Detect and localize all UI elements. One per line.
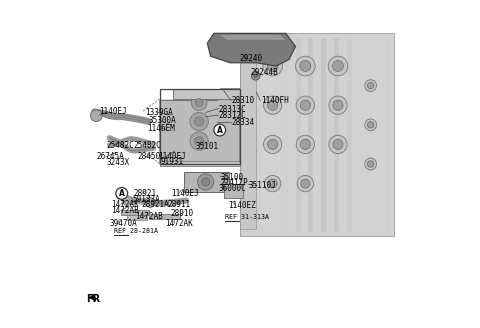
Circle shape	[190, 113, 208, 131]
Text: 1472AB: 1472AB	[135, 213, 163, 221]
Circle shape	[333, 139, 343, 150]
Circle shape	[333, 100, 343, 110]
Text: 1146EM: 1146EM	[147, 124, 175, 133]
Circle shape	[365, 80, 376, 92]
Circle shape	[122, 196, 132, 205]
Polygon shape	[240, 33, 394, 236]
Circle shape	[145, 198, 155, 207]
Circle shape	[365, 158, 376, 170]
Text: 28450: 28450	[137, 152, 160, 161]
Text: 26745A: 26745A	[96, 152, 124, 161]
Polygon shape	[121, 210, 148, 215]
Circle shape	[267, 61, 278, 72]
Circle shape	[198, 174, 214, 190]
Text: REF 31-313A: REF 31-313A	[225, 214, 269, 220]
Circle shape	[333, 61, 343, 72]
Circle shape	[90, 110, 102, 122]
Circle shape	[264, 175, 281, 192]
Circle shape	[268, 179, 277, 188]
Polygon shape	[224, 184, 243, 198]
Circle shape	[263, 56, 282, 76]
Text: A: A	[217, 126, 223, 134]
Text: 3243X: 3243X	[106, 158, 129, 167]
Circle shape	[296, 96, 314, 114]
Circle shape	[297, 175, 313, 192]
Text: 39470A: 39470A	[109, 219, 137, 228]
Text: 28921: 28921	[134, 189, 157, 198]
Circle shape	[367, 122, 374, 128]
Circle shape	[300, 139, 311, 150]
Polygon shape	[220, 35, 286, 40]
Text: 1140EJ: 1140EJ	[171, 189, 199, 198]
Text: 1472AB: 1472AB	[111, 206, 139, 215]
Circle shape	[194, 117, 204, 126]
Circle shape	[329, 96, 347, 114]
Text: 29244B: 29244B	[251, 68, 278, 77]
Text: 35300A: 35300A	[148, 116, 176, 125]
Circle shape	[116, 188, 128, 199]
Text: 28310: 28310	[232, 96, 255, 105]
Text: 59133A: 59133A	[133, 195, 161, 204]
Bar	[160, 89, 240, 164]
Circle shape	[268, 139, 278, 150]
Circle shape	[367, 82, 374, 89]
Polygon shape	[160, 89, 240, 164]
Circle shape	[300, 100, 311, 110]
Polygon shape	[207, 33, 296, 66]
Text: 22412P: 22412P	[220, 178, 248, 187]
Polygon shape	[160, 161, 240, 166]
Text: 28910: 28910	[171, 209, 194, 218]
Circle shape	[296, 135, 314, 154]
Text: 28911: 28911	[168, 200, 191, 209]
Circle shape	[329, 135, 347, 154]
Circle shape	[194, 136, 204, 146]
Polygon shape	[127, 215, 147, 220]
Text: 36000C: 36000C	[219, 184, 247, 193]
Circle shape	[264, 135, 282, 154]
Circle shape	[192, 95, 207, 111]
Text: 91931: 91931	[161, 157, 184, 166]
Text: 28334: 28334	[232, 118, 255, 127]
Circle shape	[296, 56, 315, 76]
Circle shape	[254, 74, 258, 78]
Circle shape	[300, 61, 311, 72]
Text: 1140FH: 1140FH	[261, 96, 289, 105]
Text: 29240: 29240	[240, 54, 263, 63]
Text: FR: FR	[86, 294, 100, 303]
Text: A: A	[119, 189, 125, 198]
Bar	[168, 200, 175, 205]
Text: 1472AK: 1472AK	[111, 200, 139, 209]
Circle shape	[301, 179, 310, 188]
Circle shape	[252, 72, 260, 80]
Text: 35101: 35101	[196, 142, 219, 151]
Text: 1339GA: 1339GA	[145, 108, 173, 117]
Text: 1140EJ: 1140EJ	[158, 152, 185, 161]
Text: 28312C: 28312C	[219, 111, 247, 120]
Text: REF 28-281A: REF 28-281A	[114, 228, 158, 234]
Circle shape	[195, 99, 203, 107]
Bar	[124, 198, 131, 203]
Circle shape	[328, 56, 348, 76]
Circle shape	[214, 124, 226, 136]
Polygon shape	[240, 33, 256, 229]
Text: 1472AK: 1472AK	[166, 219, 193, 228]
Polygon shape	[149, 214, 180, 219]
Circle shape	[190, 132, 208, 150]
Text: 25482C: 25482C	[134, 141, 162, 150]
Polygon shape	[184, 172, 228, 192]
Text: 35100: 35100	[220, 173, 243, 182]
Text: 25482C: 25482C	[106, 141, 134, 150]
Text: 1140EJ: 1140EJ	[99, 107, 127, 116]
Circle shape	[202, 178, 210, 186]
Text: 1140EZ: 1140EZ	[228, 201, 256, 210]
Circle shape	[268, 100, 278, 110]
Text: 35110J: 35110J	[248, 181, 276, 190]
Circle shape	[367, 161, 374, 167]
Circle shape	[365, 119, 376, 131]
Text: 28313C: 28313C	[219, 105, 247, 113]
Bar	[146, 200, 154, 205]
Circle shape	[264, 96, 282, 114]
Polygon shape	[173, 89, 240, 99]
Text: 28921A: 28921A	[142, 200, 169, 209]
